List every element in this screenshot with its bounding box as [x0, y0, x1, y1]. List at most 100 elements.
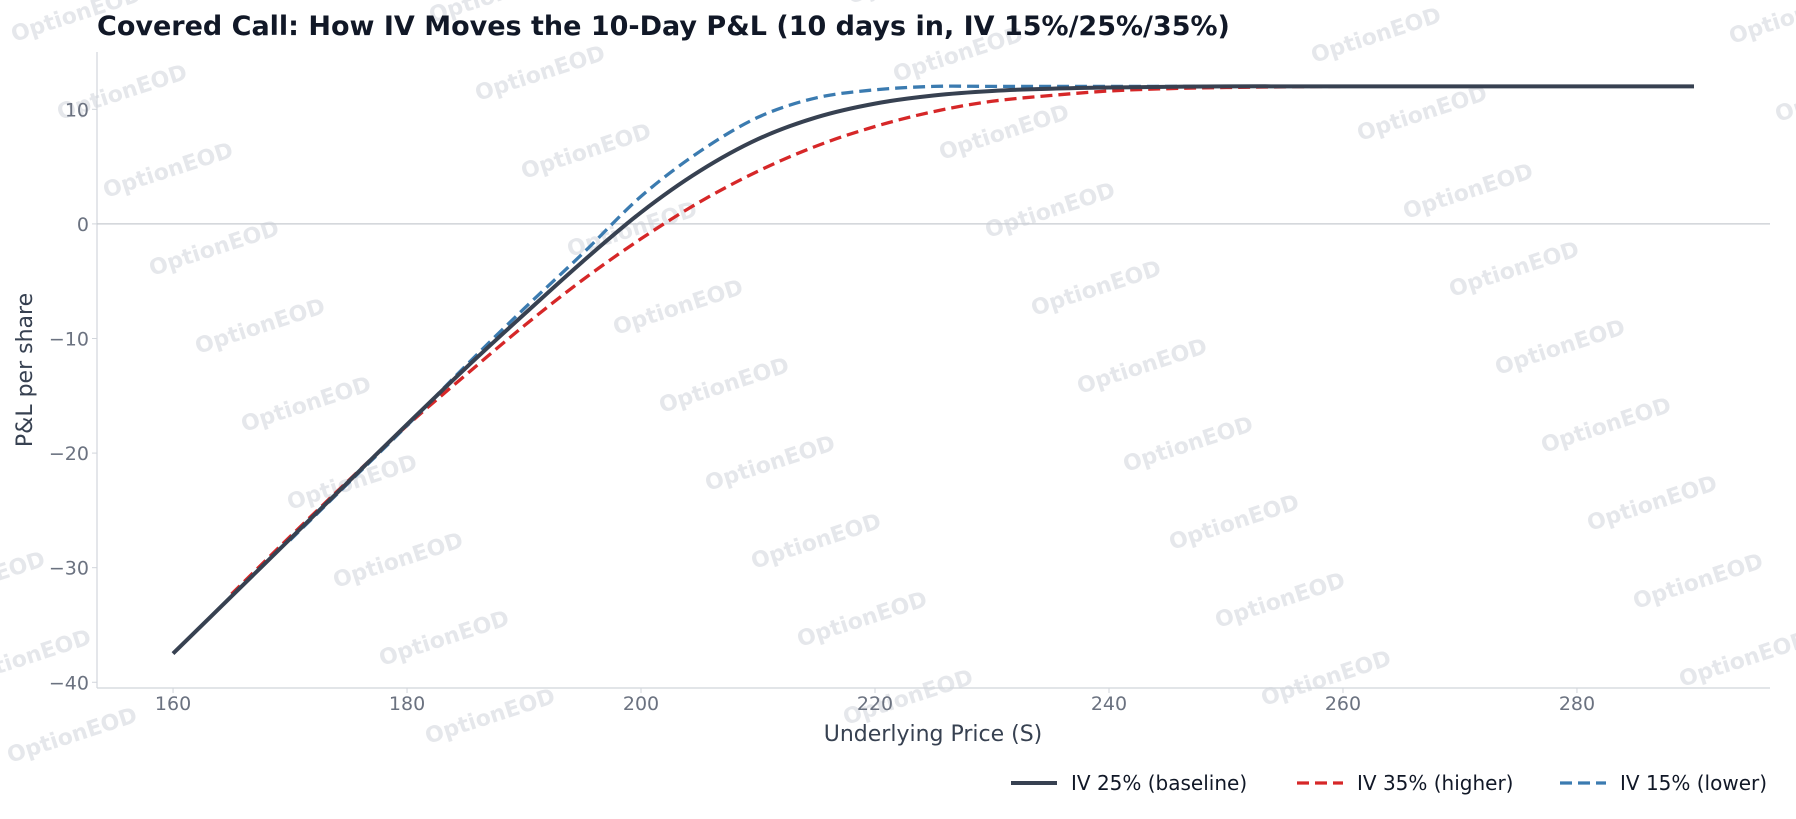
- watermark: OptionEOD: [284, 450, 420, 516]
- watermark-text: OptionEOD: [1446, 237, 1582, 303]
- watermark: OptionEOD: [794, 587, 930, 653]
- watermark-text: OptionEOD: [1630, 549, 1766, 615]
- watermark-text: OptionEOD: [1772, 62, 1796, 128]
- watermark-text: OptionEOD: [656, 353, 792, 419]
- watermark: OptionEOD: [564, 197, 700, 263]
- watermark: OptionEOD: [0, 469, 3, 535]
- legend-item: IV 35% (higher): [1297, 771, 1513, 795]
- series-line-iv15: [288, 84, 1694, 542]
- watermark-text: OptionEOD: [1400, 159, 1536, 225]
- watermark: OptionEOD: [376, 606, 512, 672]
- x-tick-label: 160: [155, 693, 191, 715]
- watermark-text: OptionEOD: [518, 119, 654, 185]
- watermark-text: OptionEOD: [1676, 627, 1796, 693]
- watermark-text: OptionEOD: [1212, 568, 1348, 634]
- x-tick-label: 180: [389, 693, 425, 715]
- y-tick-label: 0: [77, 214, 89, 236]
- x-axis-label: Underlying Price (S): [824, 722, 1043, 747]
- watermark-text: OptionEOD: [0, 547, 49, 613]
- watermark: OptionEOD: [1630, 549, 1766, 615]
- watermark-text: OptionEOD: [702, 431, 838, 497]
- y-tick-label: −30: [49, 558, 89, 580]
- legend-label: IV 15% (lower): [1620, 771, 1767, 795]
- watermark-text: OptionEOD: [748, 509, 884, 575]
- y-tick-label: −20: [49, 443, 89, 465]
- watermark-text: OptionEOD: [1166, 490, 1302, 556]
- x-tick-label: 200: [623, 693, 659, 715]
- watermark-text: OptionEOD: [794, 587, 930, 653]
- watermark-text: OptionEOD: [1726, 0, 1796, 50]
- axes: 160 180 200 220 240 260 280 −40 −30 −20 −10 0 10: [49, 52, 1770, 715]
- watermark-text: OptionEOD: [330, 528, 466, 594]
- watermark: OptionEOD: [1354, 81, 1490, 147]
- watermark-text: OptionEOD: [284, 450, 420, 516]
- watermark: OptionEOD: [1400, 159, 1536, 225]
- watermark: OptionEOD: [1212, 568, 1348, 634]
- watermark: OptionEOD: [238, 372, 374, 438]
- watermark-text: OptionEOD: [1584, 471, 1720, 537]
- watermark: OptionEOD: [1120, 412, 1256, 478]
- watermark-text: OptionEOD: [1308, 3, 1444, 69]
- watermark: OptionEOD: [1446, 237, 1582, 303]
- watermark: OptionEOD: [1492, 315, 1628, 381]
- watermark: OptionEOD: [0, 547, 49, 613]
- watermark-text: OptionEOD: [982, 178, 1118, 244]
- watermark-text: OptionEOD: [936, 100, 1072, 166]
- watermark: OptionEOD: [472, 41, 608, 107]
- legend-label: IV 25% (baseline): [1071, 771, 1247, 795]
- legend-label: IV 35% (higher): [1357, 771, 1513, 795]
- watermark-text: OptionEOD: [1028, 256, 1164, 322]
- watermark-text: OptionEOD: [238, 372, 374, 438]
- watermark: OptionEOD: [702, 431, 838, 497]
- y-tick-label: 10: [65, 99, 89, 121]
- y-tick-label: −10: [49, 328, 89, 350]
- watermark: OptionEOD: [1676, 627, 1796, 693]
- watermark: OptionEOD: [330, 528, 466, 594]
- watermark: OptionEOD: [518, 119, 654, 185]
- series-line-iv25: [171, 84, 1694, 656]
- watermark-text: OptionEOD: [1538, 393, 1674, 459]
- watermark-text: OptionEOD: [0, 469, 3, 535]
- watermark: OptionEOD: [982, 178, 1118, 244]
- watermark-text: OptionEOD: [100, 138, 236, 204]
- legend-item: IV 25% (baseline): [1011, 771, 1247, 795]
- watermark: OptionEOD: [1308, 3, 1444, 69]
- watermark-text: OptionEOD: [146, 216, 282, 282]
- y-axis-label: P&L per share: [13, 293, 38, 447]
- watermark-text: OptionEOD: [1120, 412, 1256, 478]
- series-line-iv35: [230, 84, 1694, 596]
- watermark: OptionEOD: [844, 0, 980, 10]
- chart-title: Covered Call: How IV Moves the 10-Day P&…: [97, 11, 1230, 42]
- y-tick-label: −40: [49, 672, 89, 694]
- watermark-text: OptionEOD: [1492, 315, 1628, 381]
- watermark-text: OptionEOD: [1074, 334, 1210, 400]
- watermark-text: OptionEOD: [844, 0, 980, 10]
- watermark: OptionEOD: [422, 684, 558, 750]
- watermark-text: OptionEOD: [1354, 81, 1490, 147]
- x-tick-label: 220: [857, 693, 893, 715]
- x-tick-label: 240: [1091, 693, 1127, 715]
- watermark-text: OptionEOD: [376, 606, 512, 672]
- watermark-text: OptionEOD: [564, 197, 700, 263]
- watermark: OptionEOD: [936, 100, 1072, 166]
- watermark: OptionEOD: [1074, 334, 1210, 400]
- watermark-text: OptionEOD: [4, 703, 140, 769]
- watermark-layer: OptionEOD OptionEOD OptionEOD OptionEOD Opti…: [0, 0, 1796, 769]
- watermark: OptionEOD: [146, 216, 282, 282]
- watermark: OptionEOD: [1028, 256, 1164, 322]
- watermark: OptionEOD: [748, 509, 884, 575]
- watermark-text: OptionEOD: [472, 41, 608, 107]
- x-tick-label: 260: [1325, 693, 1361, 715]
- watermark: OptionEOD: [1166, 490, 1302, 556]
- watermark: OptionEOD: [1726, 0, 1796, 50]
- watermark: OptionEOD: [656, 353, 792, 419]
- watermark-text: OptionEOD: [422, 684, 558, 750]
- watermark: OptionEOD: [1584, 471, 1720, 537]
- series-layer: [171, 84, 1694, 656]
- watermark: OptionEOD: [1772, 62, 1796, 128]
- watermark: OptionEOD: [192, 294, 328, 360]
- legend: IV 25% (baseline) IV 35% (higher) IV 15% (…: [1011, 771, 1767, 795]
- watermark-text: OptionEOD: [610, 275, 746, 341]
- watermark: OptionEOD: [4, 703, 140, 769]
